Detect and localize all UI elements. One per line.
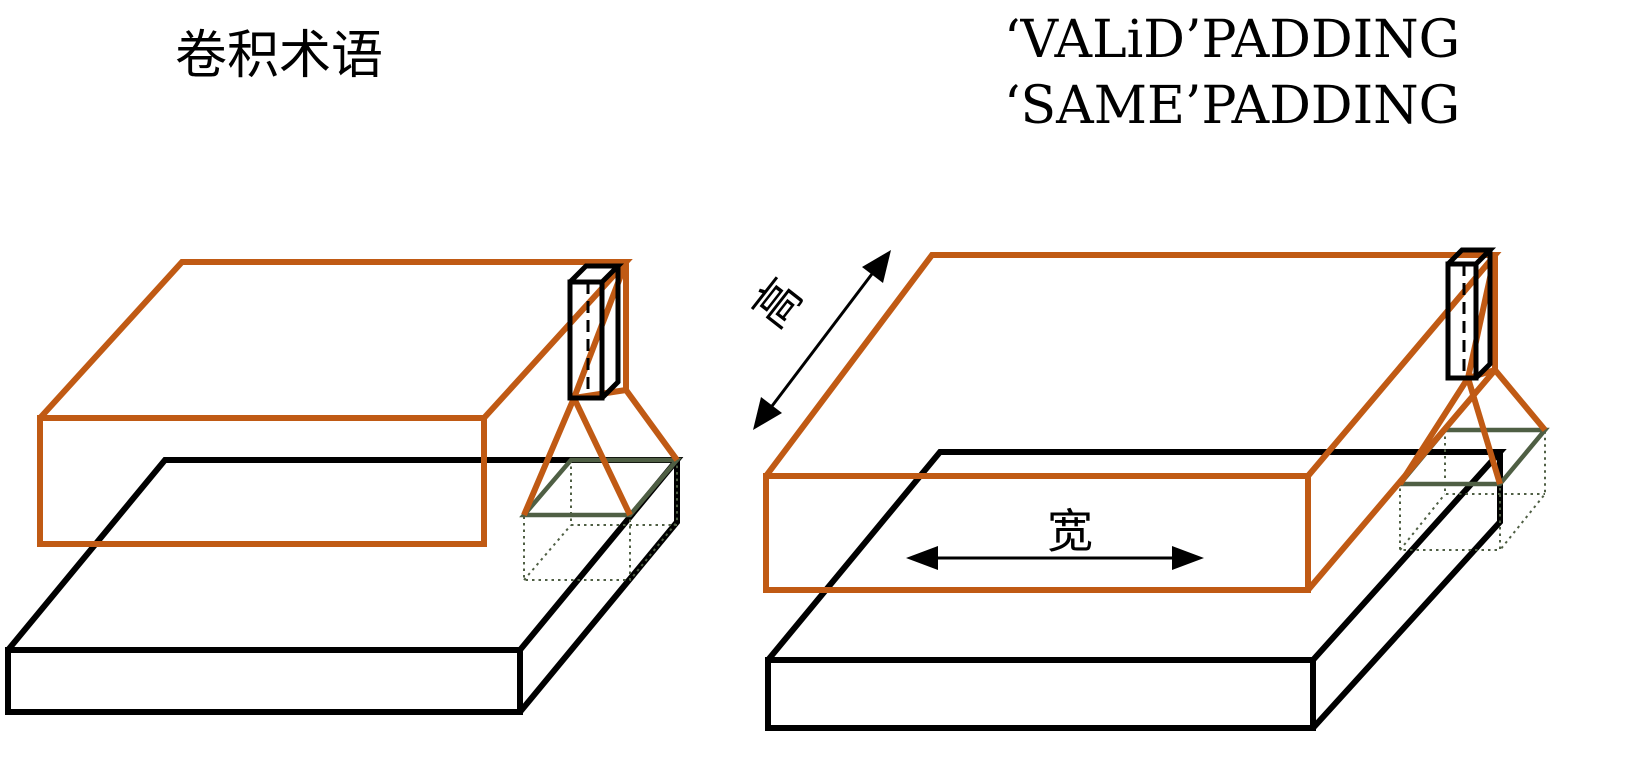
left-output-volume xyxy=(37,259,680,547)
same-padding-panel: 高 宽 xyxy=(742,247,1550,731)
main-title: 卷积术语 xyxy=(175,26,384,86)
left-receptive-field-cube xyxy=(519,457,682,581)
valid-padding-title: ‘VALiD’PADDING xyxy=(1004,10,1461,70)
height-arrow xyxy=(753,250,891,430)
width-arrow xyxy=(906,546,1204,570)
right-output-volume xyxy=(763,252,1548,593)
left-input-slab xyxy=(5,457,684,715)
valid-padding-panel xyxy=(5,259,684,715)
same-padding-title: ‘SAME’PADDING xyxy=(1004,76,1461,136)
height-label: 高 xyxy=(742,268,813,337)
width-label: 宽 xyxy=(1047,504,1093,558)
right-output-pixel-column xyxy=(1445,247,1497,381)
left-output-pixel-column xyxy=(567,263,625,401)
